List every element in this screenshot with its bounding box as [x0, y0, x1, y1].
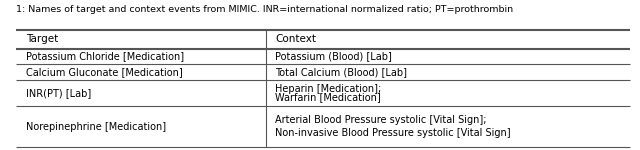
Text: Context: Context: [275, 34, 316, 44]
Text: Heparin [Medication];: Heparin [Medication];: [275, 84, 381, 93]
Text: Warfarin [Medication]: Warfarin [Medication]: [275, 92, 381, 102]
Text: INR(PT) [Lab]: INR(PT) [Lab]: [26, 88, 91, 98]
Text: Potassium Chloride [Medication]: Potassium Chloride [Medication]: [26, 51, 184, 61]
Text: Arterial Blood Pressure systolic [Vital Sign];: Arterial Blood Pressure systolic [Vital …: [275, 115, 486, 125]
Text: Non-invasive Blood Pressure systolic [Vital Sign]: Non-invasive Blood Pressure systolic [Vi…: [275, 128, 511, 138]
Text: Norepinephrine [Medication]: Norepinephrine [Medication]: [26, 122, 166, 132]
Text: Total Calcium (Blood) [Lab]: Total Calcium (Blood) [Lab]: [275, 67, 407, 77]
Text: Potassium (Blood) [Lab]: Potassium (Blood) [Lab]: [275, 51, 392, 61]
Text: Target: Target: [26, 34, 58, 44]
Text: Calcium Gluconate [Medication]: Calcium Gluconate [Medication]: [26, 67, 182, 77]
Text: 1: Names of target and context events from MIMIC. INR=international normalized r: 1: Names of target and context events fr…: [16, 5, 513, 14]
